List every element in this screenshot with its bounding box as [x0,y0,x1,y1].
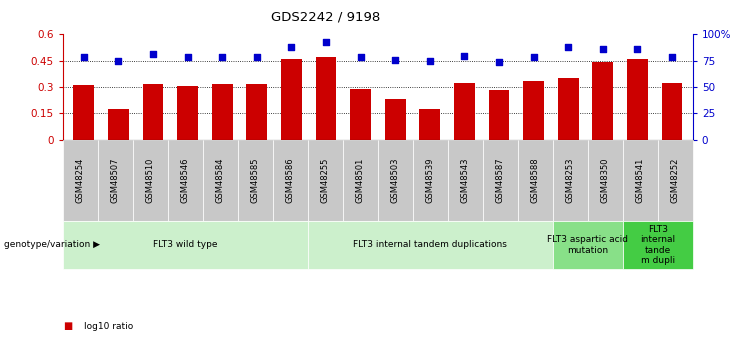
Text: FLT3 internal tandem duplications: FLT3 internal tandem duplications [353,240,508,249]
Point [424,58,436,63]
Point [113,58,124,63]
Point [355,54,367,59]
Bar [247,85,268,140]
Text: GSM48539: GSM48539 [426,158,435,203]
Point [666,54,678,59]
Text: GSM48585: GSM48585 [251,158,260,203]
Bar [523,81,544,140]
Text: GSM48587: GSM48587 [496,157,505,203]
Bar [419,109,440,140]
Text: GSM48501: GSM48501 [356,158,365,203]
Point [78,54,90,59]
Text: GSM48541: GSM48541 [636,158,645,203]
Text: GSM48503: GSM48503 [391,158,400,203]
Bar [316,57,336,140]
Point [528,54,539,59]
Text: GSM48543: GSM48543 [461,158,470,203]
Text: FLT3 aspartic acid
mutation: FLT3 aspartic acid mutation [548,235,628,255]
Point [251,54,263,59]
Point [320,39,332,45]
Bar [454,83,475,140]
Text: GSM48252: GSM48252 [671,158,679,203]
Point [493,59,505,65]
Text: GSM48255: GSM48255 [321,158,330,203]
Text: GSM48586: GSM48586 [286,157,295,203]
Bar [662,83,682,140]
Text: GSM48350: GSM48350 [601,158,610,203]
Bar [627,59,648,140]
Text: GSM48253: GSM48253 [566,158,575,203]
Point [597,47,609,52]
Point [389,57,401,62]
Point [182,54,193,59]
Point [285,45,297,50]
Bar [385,99,405,140]
Point [216,54,228,59]
Text: GSM48254: GSM48254 [76,158,85,203]
Bar [142,85,163,140]
Bar [73,85,94,140]
Text: log10 ratio: log10 ratio [84,322,133,331]
Bar [281,59,302,140]
Text: GSM48584: GSM48584 [216,158,225,203]
Text: genotype/variation ▶: genotype/variation ▶ [4,240,100,249]
Text: GSM48588: GSM48588 [531,157,540,203]
Bar [558,78,579,140]
Text: FLT3
internal
tande
m dupli: FLT3 internal tande m dupli [640,225,675,265]
Text: GDS2242 / 9198: GDS2242 / 9198 [271,10,381,23]
Bar [593,62,614,140]
Point [631,47,643,52]
Bar [212,85,233,140]
Point [562,45,574,50]
Point [459,53,471,58]
Text: GSM48507: GSM48507 [111,158,120,203]
Point [147,52,159,57]
Bar [177,86,198,140]
Text: FLT3 wild type: FLT3 wild type [153,240,218,249]
Bar [108,109,129,140]
Bar [350,89,371,140]
Text: ■: ■ [63,321,72,331]
Text: GSM48510: GSM48510 [146,158,155,203]
Text: GSM48546: GSM48546 [181,158,190,203]
Bar [488,90,509,140]
